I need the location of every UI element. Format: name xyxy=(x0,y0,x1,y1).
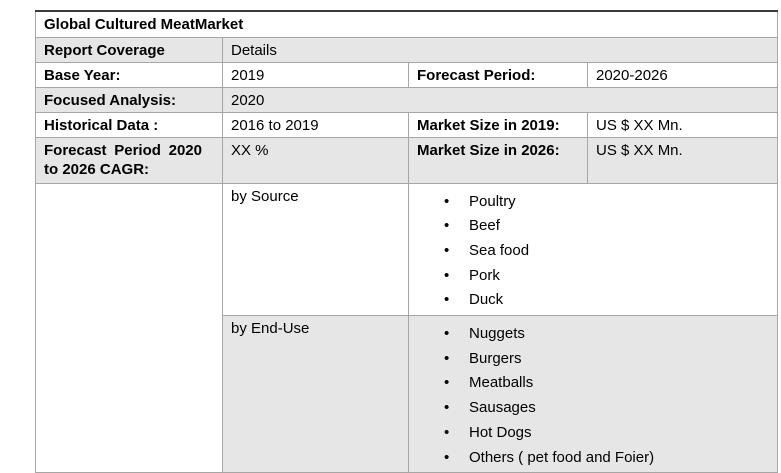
segment-by-source-label: by Source xyxy=(222,182,409,317)
segment-by-end-use-items-cell: • Nuggets • Burgers • Meatballs • Sausages •… xyxy=(407,315,779,473)
list-item: • Duck xyxy=(444,288,769,313)
list-item: • Hot Dogs xyxy=(444,421,769,446)
list-item: • Burgers xyxy=(444,347,769,372)
bullet-icon: • xyxy=(444,217,450,235)
list-item: • Sausages xyxy=(444,396,769,421)
bullet-icon: • xyxy=(444,349,450,367)
market-size-2026-label: Market Size in 2026: xyxy=(408,136,588,184)
by-source-list: • Poultry • Beef • Sea food • Pork • Duck xyxy=(444,190,769,314)
report-coverage-label: Report Coverage xyxy=(35,36,223,63)
list-item: • Poultry xyxy=(444,190,769,215)
segment-by-source-items-cell: • Poultry • Beef • Sea food • Pork • Duck xyxy=(407,182,779,317)
list-item: • Meatballs xyxy=(444,371,769,396)
list-item: • Sea food xyxy=(444,239,769,264)
report-coverage-value: Details xyxy=(221,36,779,63)
segment-by-end-use-label: by End-Use xyxy=(222,315,409,473)
segment-spacer-cell xyxy=(35,182,223,473)
market-size-2019-value: US $ XX Mn. xyxy=(586,111,779,138)
focused-analysis-label: Focused Analysis: xyxy=(35,86,223,113)
forecast-cagr-value: XX % xyxy=(222,136,409,184)
page-title: Global Cultured MeatMarket xyxy=(34,10,779,38)
base-year-value: 2019 xyxy=(222,61,409,88)
base-year-label: Base Year: xyxy=(35,61,223,88)
list-item: • Nuggets xyxy=(444,322,769,347)
market-size-2026-value: US $ XX Mn. xyxy=(586,136,779,184)
bullet-icon: • xyxy=(444,291,450,309)
by-end-use-list: • Nuggets • Burgers • Meatballs • Sausages •… xyxy=(444,322,769,470)
historical-data-label: Historical Data : xyxy=(35,111,223,138)
report-coverage-table: Global Cultured MeatMarket Report Covera… xyxy=(34,10,779,473)
forecast-period-value: 2020-2026 xyxy=(586,61,779,88)
forecast-cagr-label: Forecast Period 2020 to 2026 CAGR: xyxy=(35,136,223,184)
bullet-icon: • xyxy=(444,423,450,441)
list-item: • Pork xyxy=(444,264,769,289)
bullet-icon: • xyxy=(444,325,450,343)
list-item: • Others ( pet food and Foier) xyxy=(444,446,769,471)
focused-analysis-value: 2020 xyxy=(221,86,779,113)
forecast-period-label: Forecast Period: xyxy=(408,61,588,88)
list-item: • Beef xyxy=(444,214,769,239)
bullet-icon: • xyxy=(444,266,450,284)
bullet-icon: • xyxy=(444,448,450,466)
bullet-icon: • xyxy=(444,374,450,392)
bullet-icon: • xyxy=(444,399,450,417)
bullet-icon: • xyxy=(444,192,450,210)
historical-data-value: 2016 to 2019 xyxy=(222,111,409,138)
market-size-2019-label: Market Size in 2019: xyxy=(408,111,588,138)
bullet-icon: • xyxy=(444,241,450,259)
